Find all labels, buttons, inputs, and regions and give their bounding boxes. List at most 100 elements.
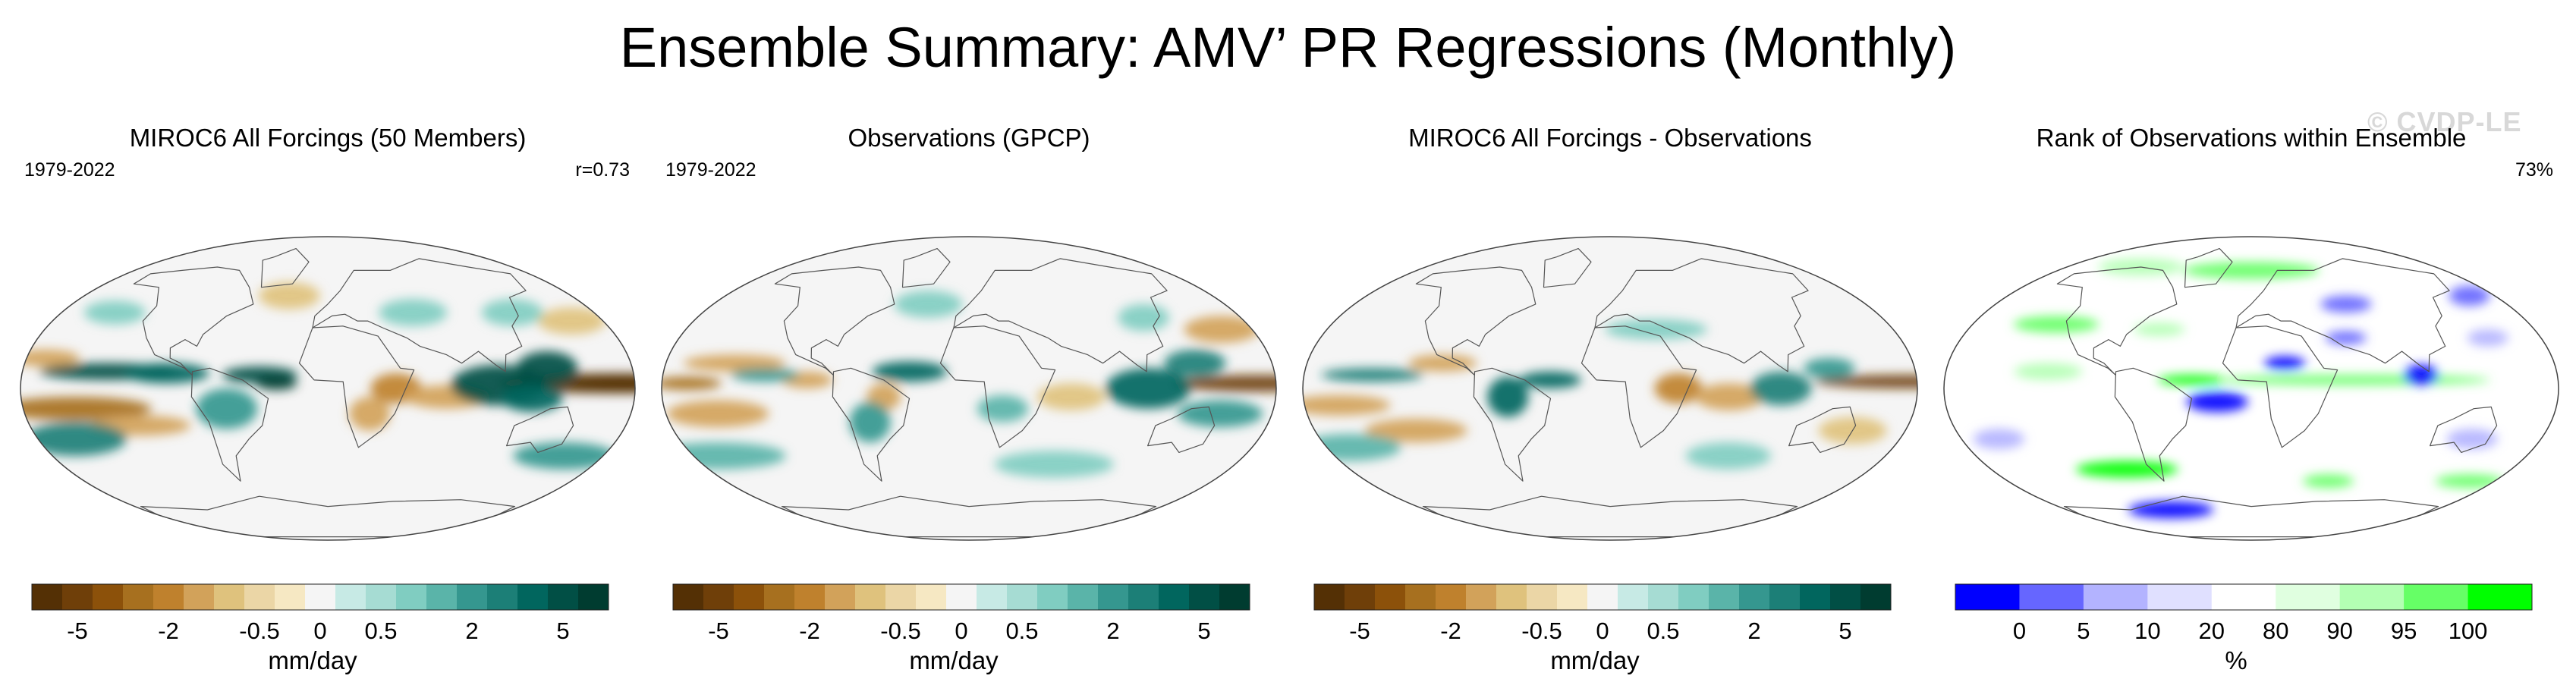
anomaly-blob bbox=[2186, 391, 2248, 413]
coastline bbox=[2056, 266, 2178, 376]
colorbar-tick-label: -2 bbox=[158, 618, 179, 644]
colorbar-swatch bbox=[855, 584, 886, 610]
colorbar-swatch bbox=[1037, 584, 1068, 610]
colorbar-tick-label: -5 bbox=[67, 618, 88, 644]
colorbar-swatch bbox=[2147, 584, 2213, 610]
anomaly-blob bbox=[1118, 303, 1169, 332]
anomaly-blob bbox=[2128, 501, 2214, 519]
colorbar-tick-label: 5 bbox=[1838, 618, 1851, 644]
anomaly-blob bbox=[124, 363, 209, 384]
colorbar-swatch bbox=[275, 584, 306, 610]
colorbar-swatch bbox=[366, 584, 397, 610]
panel-difference: MIROC6 All Forcings - Observations -5 -2-… bbox=[1291, 114, 1929, 675]
colorbar-swatch bbox=[1709, 584, 1740, 610]
anomaly-blob bbox=[1184, 316, 1260, 343]
anomaly-blob bbox=[1750, 371, 1812, 406]
colorbar-tick-label: 20 bbox=[2199, 618, 2225, 644]
panel-title: Observations (GPCP) bbox=[848, 124, 1090, 152]
map-plot bbox=[1943, 236, 2559, 541]
coastlines bbox=[774, 248, 1216, 538]
colorbar-swatch bbox=[734, 584, 765, 610]
colorbar-swatch bbox=[1678, 584, 1709, 610]
anomaly-blob bbox=[894, 291, 963, 318]
colorbar-swatch bbox=[673, 584, 704, 610]
colorbar-swatch bbox=[946, 584, 977, 610]
colorbar-tick-label: 0 bbox=[313, 618, 326, 644]
colorbar-swatch bbox=[153, 584, 184, 610]
anomaly-blob bbox=[1177, 400, 1263, 428]
anomaly-blob bbox=[516, 351, 578, 385]
anomaly-blob bbox=[1106, 368, 1191, 409]
globe-outline bbox=[1302, 236, 1918, 541]
colorbar-swatch bbox=[1375, 584, 1406, 610]
coastline bbox=[939, 325, 1056, 448]
colorbar-swatch bbox=[977, 584, 1008, 610]
anomaly-blob bbox=[994, 451, 1114, 478]
panel-rank: Rank of Observations within Ensemble 73%… bbox=[1933, 114, 2570, 675]
coastline bbox=[1788, 406, 1857, 453]
colorbar-tick-label: 80 bbox=[2263, 618, 2288, 644]
anomaly-blob bbox=[2014, 363, 2083, 380]
coastlines bbox=[1415, 248, 1857, 538]
colorbar-swatch bbox=[2083, 584, 2148, 610]
panel-title: Rank of Observations within Ensemble bbox=[2036, 124, 2467, 152]
colorbar-swatch bbox=[825, 584, 856, 610]
panel-title: MIROC6 All Forcings - Observations bbox=[1408, 124, 1812, 152]
colorbar-tick-label: 95 bbox=[2391, 618, 2417, 644]
globe-outline bbox=[661, 236, 1277, 541]
correlation-label: r=0.73 bbox=[575, 159, 630, 181]
anomaly-layer bbox=[1973, 258, 2508, 519]
coastlines bbox=[133, 248, 574, 538]
colorbar-swatch bbox=[1557, 584, 1588, 610]
colorbar-swatch bbox=[1769, 584, 1801, 610]
percent-label: 73% bbox=[2515, 159, 2553, 181]
colorbar-swatch bbox=[184, 584, 215, 610]
anomaly-blob bbox=[2264, 356, 2306, 370]
colorbar-swatch bbox=[1007, 584, 1038, 610]
anomaly-blob bbox=[349, 397, 391, 431]
colorbar-tick-label: 0 bbox=[2013, 618, 2026, 644]
colorbar-swatch bbox=[1618, 584, 1649, 610]
globe-outline bbox=[1943, 236, 2559, 541]
colorbar-swatch bbox=[1860, 584, 1892, 610]
anomaly-blob bbox=[2183, 262, 2320, 279]
colorbar-swatch bbox=[1587, 584, 1618, 610]
anomaly-blob bbox=[2320, 295, 2372, 313]
coastline bbox=[781, 495, 1157, 538]
anomaly-blob bbox=[872, 361, 948, 382]
period-label: 1979-2022 bbox=[24, 159, 115, 181]
map-plot bbox=[1302, 236, 1918, 541]
anomaly-blob bbox=[379, 299, 448, 326]
coastline bbox=[1594, 258, 1809, 372]
colorbar-swatch bbox=[123, 584, 154, 610]
colorbar-tick-label: -0.5 bbox=[239, 618, 279, 644]
figure-title: Ensemble Summary: AMV’ PR Regressions (M… bbox=[619, 16, 1957, 79]
coastline bbox=[1473, 367, 1552, 482]
anomaly-blob bbox=[537, 307, 606, 335]
anomaly-blob bbox=[1695, 383, 1764, 410]
colorbar-tick-label: 2 bbox=[465, 618, 478, 644]
anomaly-blob bbox=[1487, 376, 1529, 417]
coastline bbox=[1147, 406, 1216, 453]
colorbar-swatch bbox=[1314, 584, 1345, 610]
colorbar-swatch bbox=[578, 584, 609, 610]
colorbar-tick-label: 5 bbox=[1197, 618, 1210, 644]
colorbar-frame bbox=[672, 583, 1250, 611]
anomaly-blob bbox=[2404, 364, 2439, 385]
colorbar-unit-label: mm/day bbox=[268, 646, 357, 674]
colorbar-swatch bbox=[2467, 584, 2533, 610]
colorbar-tick-label: 90 bbox=[2326, 618, 2352, 644]
colorbar-tick-label: 0.5 bbox=[364, 618, 397, 644]
colorbar-unit-label: mm/day bbox=[909, 646, 999, 674]
coastline bbox=[260, 248, 310, 288]
colorbar-swatch bbox=[885, 584, 917, 610]
colorbar-swatch bbox=[1068, 584, 1099, 610]
coastline bbox=[1581, 325, 1697, 448]
colorbar-tick-label: 5 bbox=[556, 618, 569, 644]
colorbar-swatch bbox=[1345, 584, 1376, 610]
anomaly-blob bbox=[2435, 474, 2504, 489]
anomaly-blob bbox=[1036, 383, 1106, 410]
panel-title: MIROC6 All Forcings (50 Members) bbox=[129, 124, 527, 152]
colorbar: -5 -2 -0.5 0 0.5 2 5 mm/day bbox=[1313, 583, 1892, 674]
colorbar-tick-label: -5 bbox=[1349, 618, 1370, 644]
